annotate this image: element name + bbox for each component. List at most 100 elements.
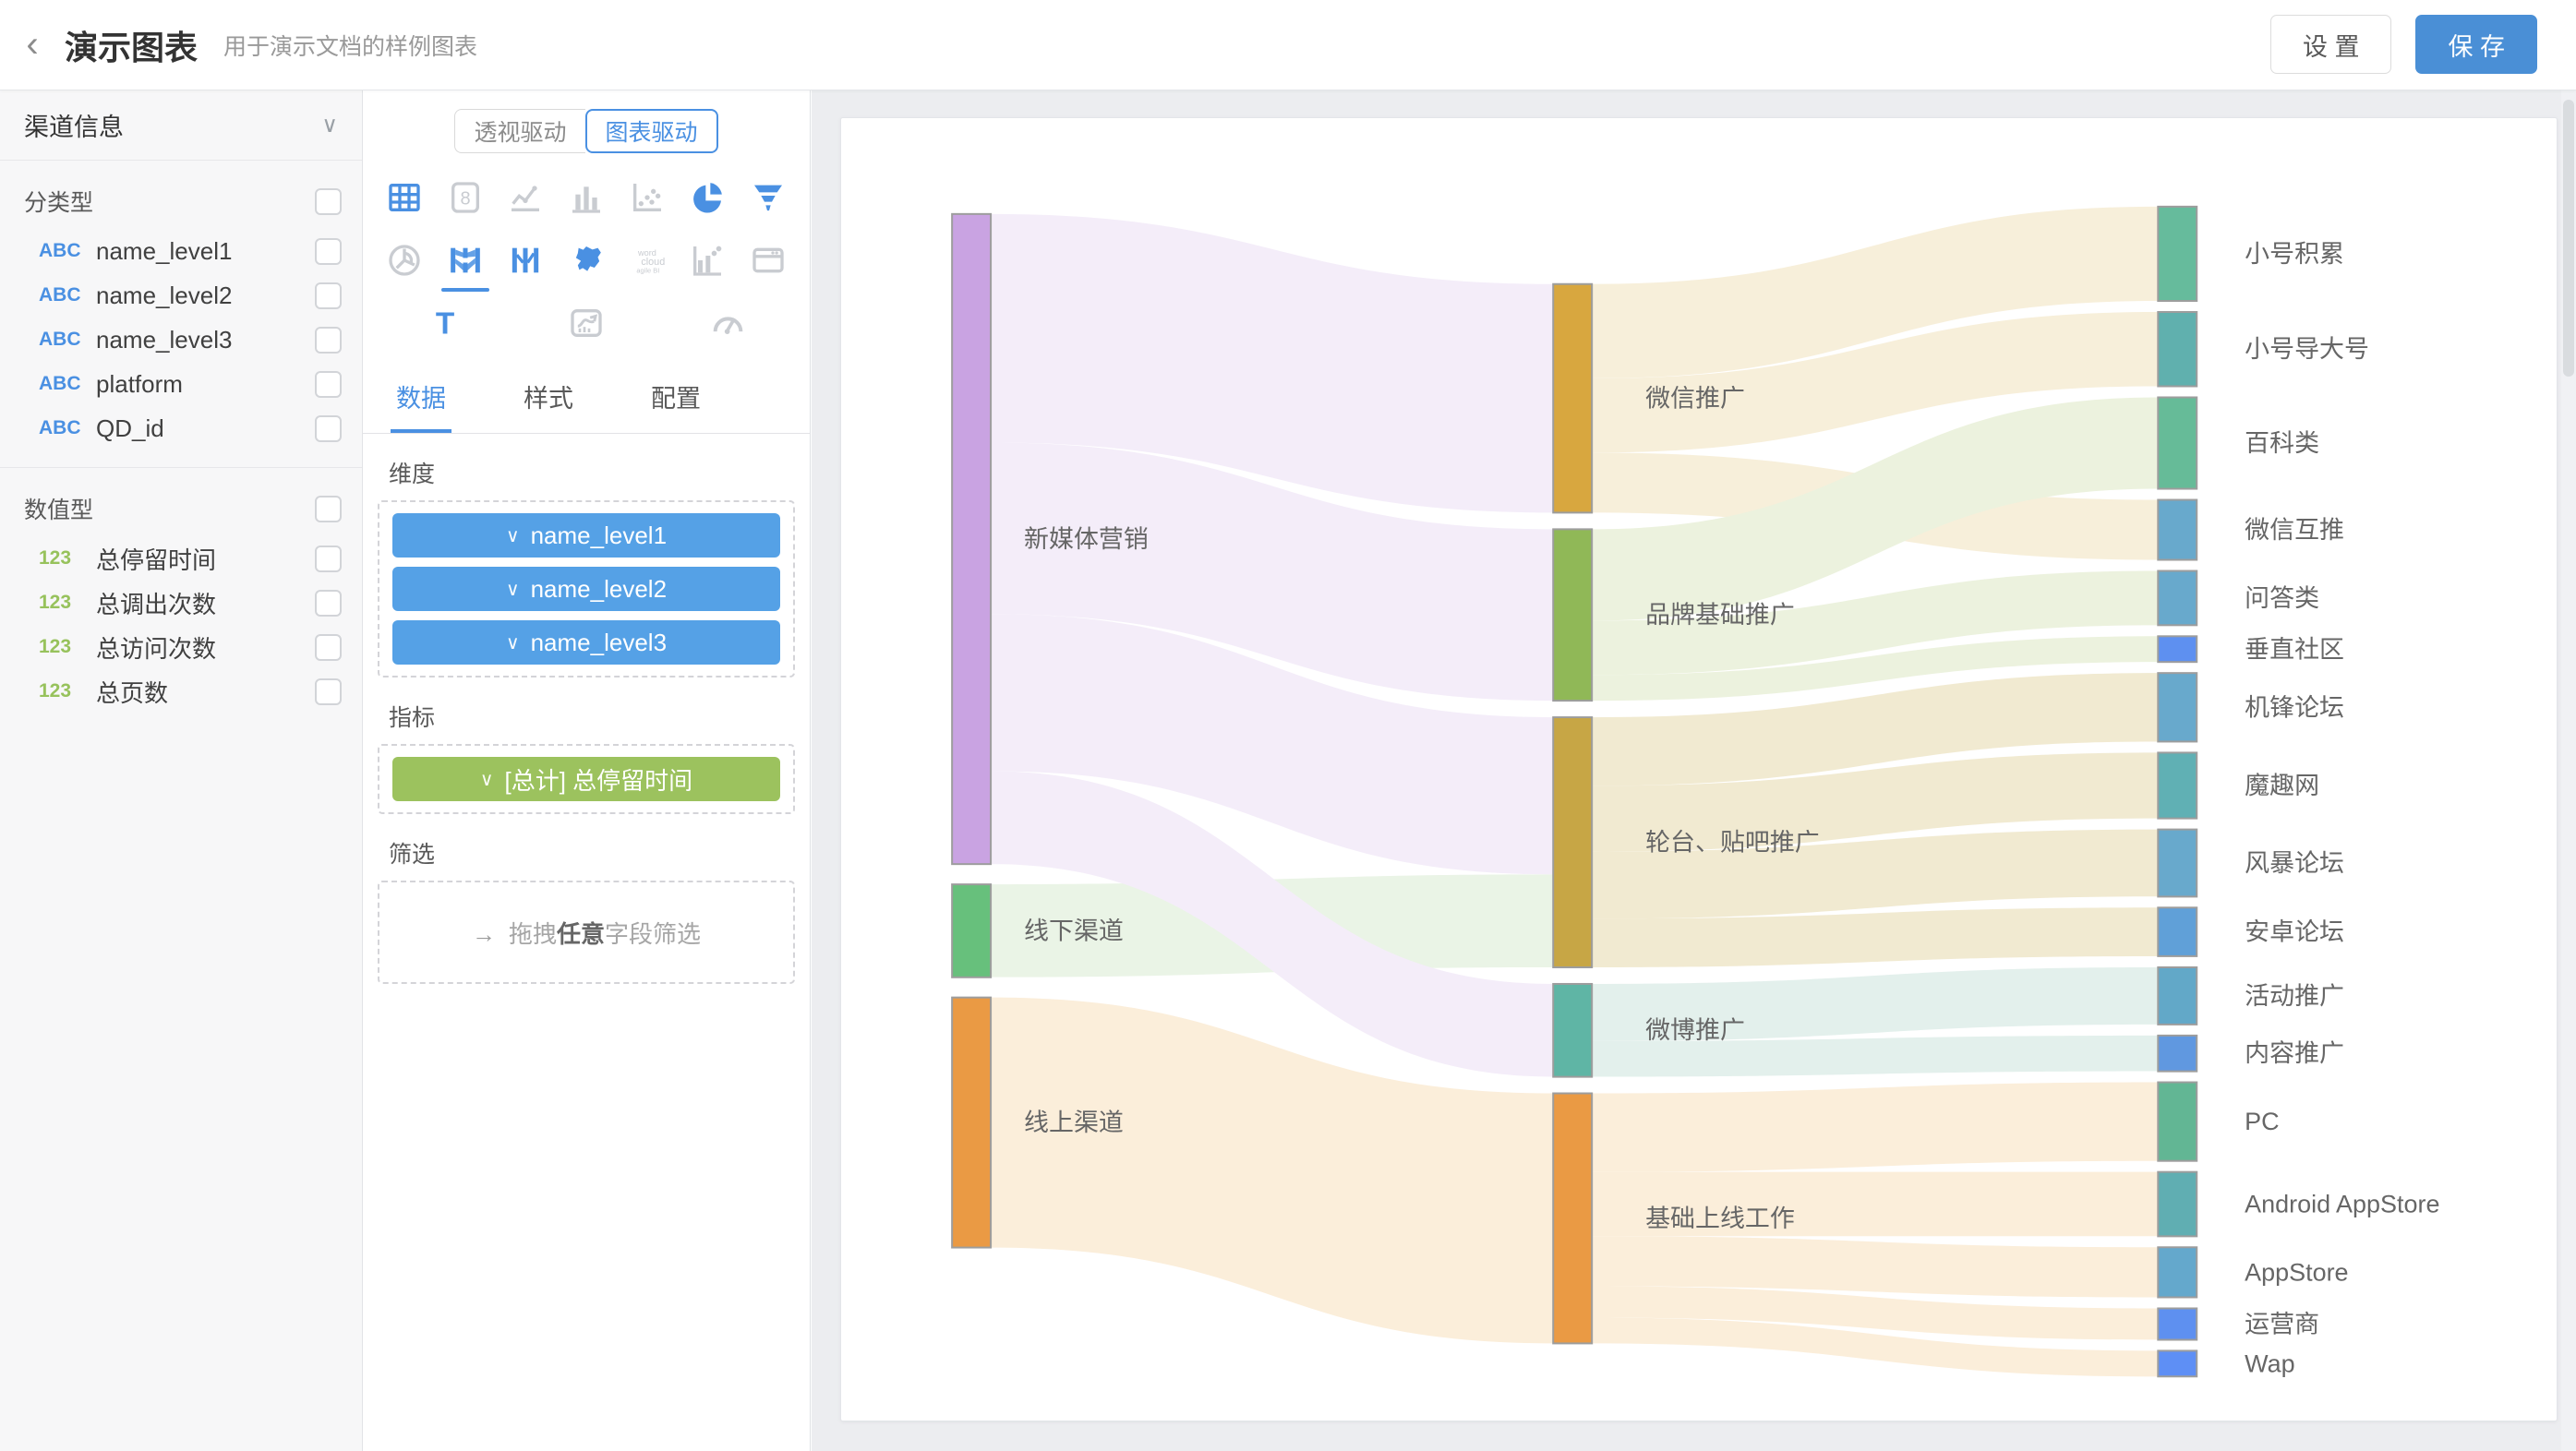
dimension-chip[interactable]: ∨ name_level3 xyxy=(392,620,780,665)
sankey-node[interactable] xyxy=(2157,1034,2198,1073)
sankey-link xyxy=(1592,907,2159,967)
section-checkbox[interactable] xyxy=(315,495,342,522)
field-checkbox[interactable] xyxy=(315,678,342,705)
dimensions-dropzone[interactable]: ∨ name_level1 ∨ name_level2 ∨ name_level3 xyxy=(378,500,795,678)
mode-chart[interactable]: 图表驱动 xyxy=(584,109,718,153)
sankey-link xyxy=(1592,206,2159,378)
field-checkbox[interactable] xyxy=(315,633,342,661)
sankey-node[interactable] xyxy=(2157,311,2198,388)
sankey-node-label: 品牌基础推广 xyxy=(1645,601,1795,629)
pie-chart-icon[interactable] xyxy=(678,172,739,223)
sankey-node[interactable] xyxy=(1552,982,1594,1078)
gauge-icon[interactable] xyxy=(657,297,799,349)
field-row[interactable]: ABC name_level1 xyxy=(0,229,362,273)
field-checkbox[interactable] xyxy=(315,414,342,442)
sankey-node[interactable] xyxy=(2157,570,2198,627)
sankey-node[interactable] xyxy=(2157,498,2198,561)
tab-样式[interactable]: 样式 xyxy=(524,385,573,413)
save-button[interactable]: 保 存 xyxy=(2415,15,2537,74)
svg-text:word: word xyxy=(637,248,656,258)
kpi-card-icon[interactable]: 8 xyxy=(435,172,496,223)
sankey-node[interactable] xyxy=(2157,396,2198,490)
field-row[interactable]: ABC platform xyxy=(0,362,362,406)
metric-chip[interactable]: ∨ [总计] 总停留时间 xyxy=(392,757,780,801)
scrollbar[interactable] xyxy=(2561,90,2576,1451)
sankey-node[interactable] xyxy=(2157,828,2198,898)
settings-button[interactable]: 设 置 xyxy=(2269,15,2392,74)
field-row[interactable]: 123 总调出次数 xyxy=(0,581,362,625)
svg-text:cloud: cloud xyxy=(641,257,665,268)
field-checkbox[interactable] xyxy=(315,282,342,309)
table-icon[interactable] xyxy=(374,172,435,223)
section-checkbox[interactable] xyxy=(315,187,342,215)
sankey-link xyxy=(1592,829,2159,919)
funnel-icon[interactable] xyxy=(738,172,799,223)
mode-toggle: 透视驱动 图表驱动 xyxy=(363,109,810,153)
dimensions-label: 维度 xyxy=(389,462,436,487)
field-row[interactable]: 123 总页数 xyxy=(0,669,362,714)
tab-数据[interactable]: 数据 xyxy=(391,369,451,433)
sankey-node[interactable] xyxy=(2157,1081,2198,1162)
sankey-node[interactable] xyxy=(951,883,993,978)
field-checkbox[interactable] xyxy=(315,370,342,398)
field-row[interactable]: ABC QD_id xyxy=(0,406,362,450)
metrics-dropzone[interactable]: ∨ [总计] 总停留时间 xyxy=(378,744,795,814)
field-row[interactable]: ABC name_level3 xyxy=(0,318,362,362)
sankey-node[interactable] xyxy=(2157,1307,2198,1341)
field-row[interactable]: 123 总访问次数 xyxy=(0,625,362,669)
dimension-chip[interactable]: ∨ name_level1 xyxy=(392,513,780,558)
sankey-node-label: 微信推广 xyxy=(1645,385,1745,413)
field-name: 总页数 xyxy=(96,678,169,707)
sankey-node[interactable] xyxy=(2157,672,2198,743)
sankey-node[interactable] xyxy=(2157,751,2198,820)
scatter-icon[interactable] xyxy=(617,172,678,223)
sankey-node[interactable] xyxy=(2157,635,2198,664)
rose-chart-icon[interactable] xyxy=(374,234,435,286)
sankey-node[interactable] xyxy=(1552,282,1594,514)
scrollbar-thumb[interactable] xyxy=(2563,100,2574,377)
bar-chart-icon[interactable] xyxy=(556,172,617,223)
web-frame-icon[interactable] xyxy=(738,234,799,286)
field-checkbox[interactable] xyxy=(315,326,342,354)
section-label: 数值型 xyxy=(24,498,94,523)
sankey-node[interactable] xyxy=(2157,965,2198,1025)
sankey-node[interactable] xyxy=(1552,716,1594,968)
sankey-node[interactable] xyxy=(951,996,993,1249)
mode-pivot[interactable]: 透视驱动 xyxy=(454,109,585,153)
svg-text:8: 8 xyxy=(460,189,470,210)
field-checkbox[interactable] xyxy=(315,237,342,265)
field-row[interactable]: 123 总停留时间 xyxy=(0,536,362,581)
chart-config-panel: 透视驱动 图表驱动 8 word cloud agile BI T 数据 样式 配置 维… xyxy=(363,90,811,1451)
tab-配置[interactable]: 配置 xyxy=(651,385,701,413)
parallel-icon[interactable] xyxy=(495,234,556,286)
panel-tabs: 数据 样式 配置 xyxy=(363,369,810,434)
filter-dropzone[interactable]: → 拖拽任意字段筛选 xyxy=(378,881,795,984)
sankey-icon[interactable] xyxy=(435,234,496,286)
sankey-link xyxy=(991,997,1554,1344)
sankey-node-label: 小号导大号 xyxy=(2245,335,2369,363)
combo-chart-icon[interactable] xyxy=(678,234,739,286)
chevron-down-icon: ∨ xyxy=(505,632,520,654)
sankey-node[interactable] xyxy=(2157,205,2198,303)
field-checkbox[interactable] xyxy=(315,589,342,617)
dimension-chip[interactable]: ∨ name_level2 xyxy=(392,567,780,611)
text-icon[interactable]: T xyxy=(374,297,515,349)
back-icon[interactable]: ‹ xyxy=(26,24,39,65)
sankey-node[interactable] xyxy=(2157,1170,2198,1238)
sankey-node-label: AppStore xyxy=(2245,1258,2348,1286)
field-row[interactable]: ABC name_level2 xyxy=(0,273,362,318)
line-chart-icon[interactable] xyxy=(495,172,556,223)
sankey-node[interactable] xyxy=(2157,1246,2198,1299)
sankey-node[interactable] xyxy=(951,212,993,866)
word-cloud-icon[interactable]: word cloud agile BI xyxy=(617,234,678,286)
field-name: QD_id xyxy=(96,414,164,442)
china-map-icon[interactable] xyxy=(556,234,617,286)
dataset-selector[interactable]: 渠道信息 ∨ xyxy=(0,90,362,161)
field-checkbox[interactable] xyxy=(315,545,342,572)
trend-card-icon[interactable] xyxy=(515,297,656,349)
sankey-node[interactable] xyxy=(2157,906,2198,957)
sankey-node[interactable] xyxy=(2157,1349,2198,1378)
sankey-node[interactable] xyxy=(1552,1092,1594,1345)
sankey-node[interactable] xyxy=(1552,528,1594,702)
